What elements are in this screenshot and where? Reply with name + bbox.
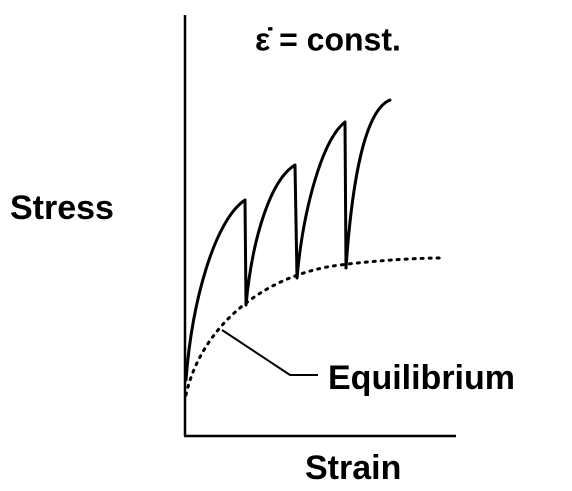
annotation: Equilibrium (328, 359, 515, 397)
y-axis-label: Stress (10, 189, 114, 227)
leader-line (221, 329, 318, 376)
stress-strain-curve (184, 98, 392, 382)
title: ε̇ = const. (255, 21, 401, 57)
x-axis-label: Strain (305, 449, 401, 487)
equilibrium-curve (184, 256, 444, 397)
